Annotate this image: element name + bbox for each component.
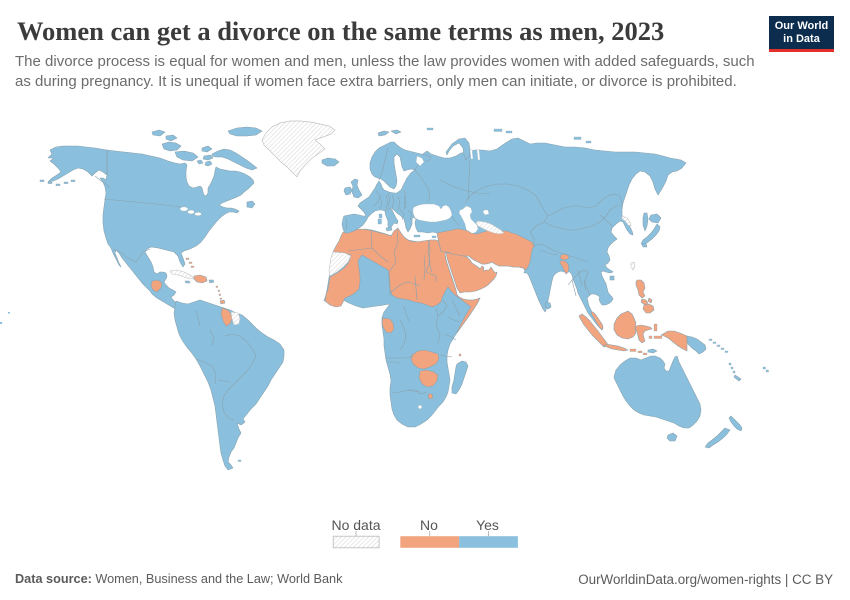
svg-text:No data: No data (331, 517, 380, 533)
svg-text:No: No (420, 517, 438, 533)
svg-text:Yes: Yes (476, 517, 499, 533)
